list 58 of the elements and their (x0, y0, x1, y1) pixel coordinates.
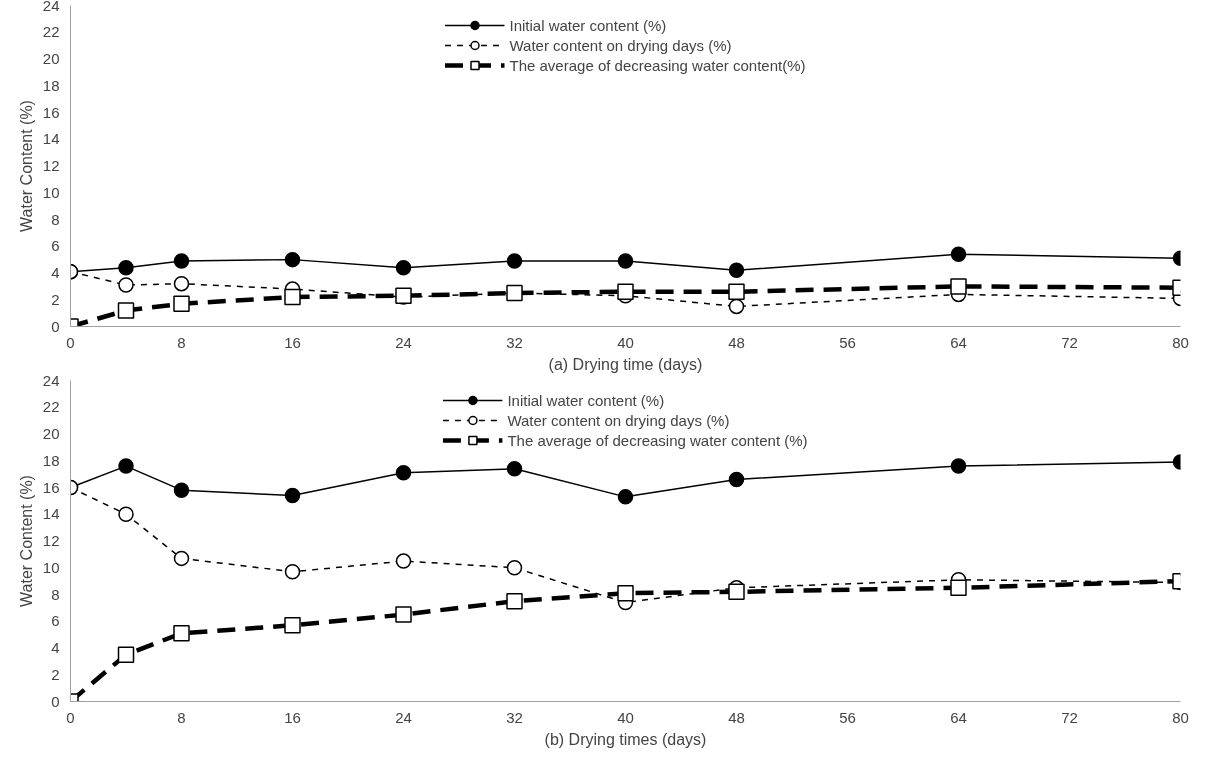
x-tick-label: 16 (284, 333, 301, 351)
x-tick-label: 8 (177, 708, 186, 726)
y-tick-label: 2 (51, 290, 60, 308)
y-tick-label: 20 (42, 50, 60, 67)
y-tick-label: 6 (51, 612, 60, 630)
y-tick-label: 16 (42, 478, 60, 496)
x-tick-label: 40 (617, 333, 634, 351)
x-tick-label: 80 (1172, 333, 1189, 351)
x-tick-label: 72 (1061, 333, 1078, 351)
y-tick-label: 18 (42, 451, 60, 469)
x-tick-label: 8 (177, 333, 186, 351)
x-tick-label: 64 (950, 333, 967, 351)
x-tick-label: 56 (839, 333, 856, 351)
y-tick-label: 10 (42, 183, 60, 201)
y-tick-label: 4 (51, 264, 60, 281)
y-tick-label: 2 (51, 665, 60, 683)
legend-label: Water content on drying days (%) (509, 36, 732, 54)
y-tick-label: 20 (42, 425, 60, 442)
legend-label: Water content on drying days (%) (507, 411, 730, 429)
y-tick-label: 8 (51, 210, 60, 228)
x-tick-label: 40 (617, 708, 634, 726)
y-tick-label: 24 (42, 0, 60, 14)
x-tick-label: 0 (66, 333, 75, 351)
x-tick-label: 0 (66, 708, 75, 726)
x-tick-label: 48 (728, 708, 745, 726)
y-tick-label: 0 (51, 317, 60, 335)
y-tick-label: 0 (51, 692, 60, 710)
y-tick-label: 22 (42, 398, 60, 416)
y-tick-label: 14 (42, 505, 60, 523)
y-tick-label: 8 (51, 585, 60, 603)
x-axis-title: (a) Drying time (days) (548, 355, 703, 373)
y-tick-label: 6 (51, 237, 60, 255)
x-tick-label: 56 (839, 708, 856, 726)
legend-label: Initial water content (%) (507, 391, 665, 409)
x-tick-label: 24 (395, 708, 412, 726)
y-tick-label: 14 (42, 130, 60, 148)
y-axis-title: Water Content (%) (17, 475, 35, 607)
y-tick-label: 4 (51, 639, 60, 656)
x-tick-label: 64 (950, 708, 967, 726)
legend-label: Initial water content (%) (509, 16, 667, 34)
x-axis-title: (b) Drying times (days) (544, 730, 707, 748)
x-tick-label: 32 (506, 333, 523, 351)
y-tick-label: 16 (42, 103, 60, 121)
y-tick-label: 12 (42, 157, 60, 174)
legend-label: The average of decreasing water content(%) (509, 56, 806, 74)
y-tick-label: 12 (42, 532, 60, 549)
x-tick-label: 24 (395, 333, 412, 351)
y-tick-label: 10 (42, 558, 60, 576)
y-axis-title: Water Content (%) (17, 100, 35, 232)
x-tick-label: 16 (284, 708, 301, 726)
x-tick-label: 48 (728, 333, 745, 351)
x-tick-label: 32 (506, 708, 523, 726)
y-tick-label: 22 (42, 23, 60, 41)
y-tick-label: 24 (42, 371, 60, 389)
x-tick-label: 80 (1172, 708, 1189, 726)
x-tick-label: 72 (1061, 708, 1078, 726)
legend-label: The average of decreasing water content (%) (507, 431, 808, 449)
y-tick-label: 18 (42, 76, 60, 94)
